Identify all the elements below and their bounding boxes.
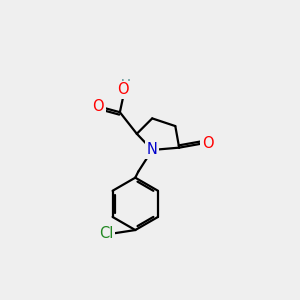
Text: H: H — [121, 78, 131, 91]
Text: O: O — [202, 136, 214, 151]
Text: O: O — [117, 82, 129, 98]
Text: Cl: Cl — [99, 226, 113, 241]
Text: N: N — [147, 142, 158, 158]
Text: O: O — [92, 99, 104, 114]
